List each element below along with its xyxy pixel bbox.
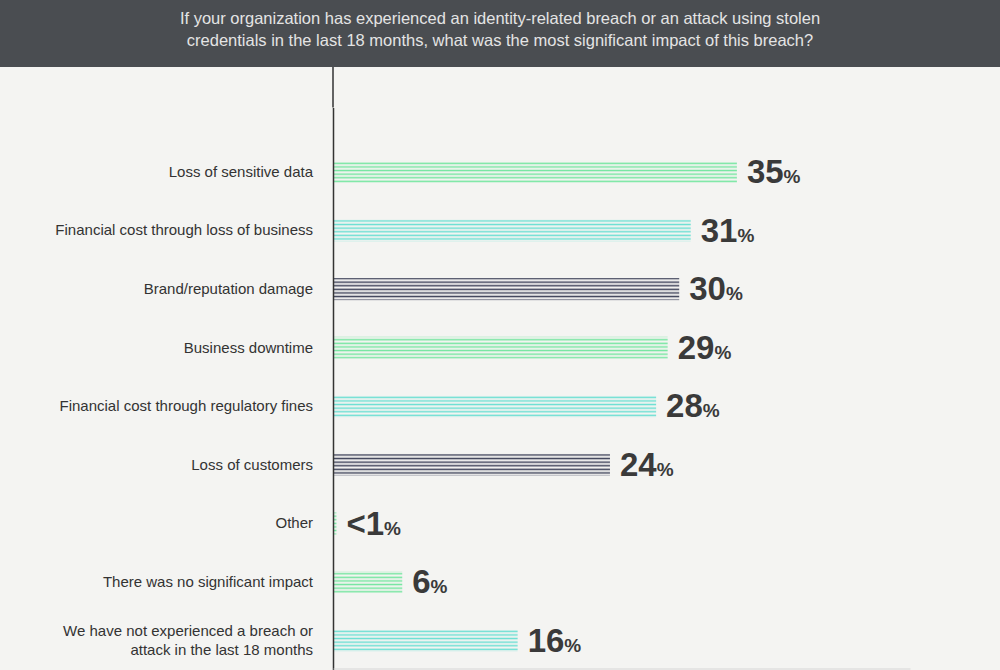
background	[0, 0, 1000, 670]
axis-line	[334, 669, 911, 670]
category-label: We have not experienced a breach or attac…	[63, 622, 313, 658]
title-line: credentials in the last 18 months, what …	[187, 31, 813, 49]
y-tick: Financial cost through loss of business	[55, 221, 313, 238]
chart: If your organization has experienced an …	[0, 0, 1000, 670]
y-tick: There was no significant impact	[103, 573, 314, 590]
data-label-number: 16	[528, 622, 565, 659]
data-label-unit: %	[703, 400, 720, 421]
y-tick: Loss of sensitive data	[169, 163, 314, 180]
data-label-number: 24	[620, 446, 657, 483]
data-label-unit: %	[431, 576, 448, 597]
category-label: Financial cost through loss of business	[55, 221, 313, 238]
data-label-number: 35	[747, 153, 784, 190]
bar	[333, 454, 610, 476]
y-tick: We have not experienced a breach or attac…	[63, 622, 313, 658]
data-label-unit: %	[726, 283, 743, 304]
bar	[333, 571, 402, 593]
data-label-unit: %	[737, 225, 754, 246]
title: If your organization has experienced an …	[180, 9, 820, 49]
data-label-number: 31	[701, 212, 738, 249]
category-label-line: attack in the last 18 months	[130, 641, 313, 658]
data-label: 6%	[412, 563, 447, 600]
category-label: Financial cost through regulatory fines	[60, 397, 313, 414]
axis-line	[333, 108, 335, 670]
y-tick: Financial cost through regulatory fines	[60, 397, 313, 414]
data-label-number: <1	[346, 505, 384, 542]
data-label-number: 28	[666, 387, 703, 424]
data-label: 28%	[666, 387, 720, 424]
bar	[333, 395, 656, 417]
data-label-unit: %	[384, 518, 401, 539]
data-label-unit: %	[784, 166, 801, 187]
y-axis: Loss of sensitive data Financial cost thr…	[55, 108, 333, 670]
y-tick: Other	[275, 514, 313, 531]
data-label-unit: %	[564, 635, 581, 656]
bar	[333, 278, 679, 300]
bar	[333, 220, 691, 242]
category-label: Other	[275, 514, 313, 531]
x-axis	[334, 669, 911, 670]
data-label: 29%	[678, 329, 732, 366]
category-label-line: We have not experienced a breach or	[63, 622, 313, 639]
title-line: If your organization has experienced an …	[180, 9, 820, 27]
bar	[333, 337, 668, 359]
data-label-unit: %	[714, 342, 731, 363]
data-label-number: 6	[412, 563, 430, 600]
data-labels: 35%31%30%29%28%24%<1%6%16%	[346, 153, 800, 659]
axis-line	[332, 67, 334, 108]
category-label: There was no significant impact	[103, 573, 314, 590]
data-label: <1%	[346, 505, 401, 542]
bars	[333, 161, 737, 652]
data-label-unit: %	[657, 459, 674, 480]
y-tick: Business downtime	[184, 339, 313, 356]
data-label-number: 30	[689, 270, 726, 307]
category-label: Loss of sensitive data	[169, 163, 314, 180]
data-label: 30%	[689, 270, 743, 307]
data-label: 35%	[747, 153, 801, 190]
data-label: 24%	[620, 446, 674, 483]
bar	[333, 161, 737, 183]
bar	[333, 630, 518, 652]
category-label: Brand/reputation damage	[144, 280, 313, 297]
category-label: Loss of customers	[191, 456, 313, 473]
data-label: 16%	[528, 622, 582, 659]
y-tick: Loss of customers	[191, 456, 313, 473]
category-label: Business downtime	[184, 339, 313, 356]
header-band	[0, 0, 1000, 67]
data-label: 31%	[701, 212, 755, 249]
y-tick: Brand/reputation damage	[144, 280, 313, 297]
data-label-number: 29	[678, 329, 715, 366]
